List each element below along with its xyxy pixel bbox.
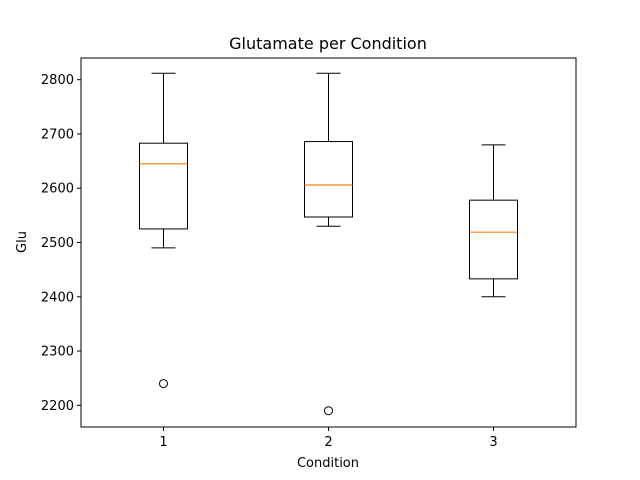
x-axis-label: Condition [297, 456, 359, 471]
plot-area: 2200 2300 2400 2500 2600 2700 2800 1 2 3 [41, 72, 518, 450]
x-tick-label: 1 [159, 435, 167, 450]
y-tick-label: 2200 [41, 399, 74, 414]
outlier-point [324, 406, 333, 416]
y-tick-label: 2800 [41, 73, 74, 88]
y-tick-label: 2700 [41, 127, 74, 142]
y-axis-label: Glu [15, 231, 30, 253]
outlier-point [159, 379, 168, 389]
y-tick-label: 2300 [41, 345, 74, 360]
box-iqr [304, 141, 353, 218]
x-tick-label: 3 [489, 435, 497, 450]
chart-title: Glutamate per Condition [229, 34, 427, 53]
box-iqr [139, 142, 188, 230]
box-iqr [469, 199, 518, 280]
y-tick-label: 2500 [41, 236, 74, 251]
y-tick-label: 2600 [41, 182, 74, 197]
x-tick-label: 2 [324, 435, 332, 450]
y-tick-label: 2400 [41, 290, 74, 305]
plot-frame [80, 57, 577, 428]
